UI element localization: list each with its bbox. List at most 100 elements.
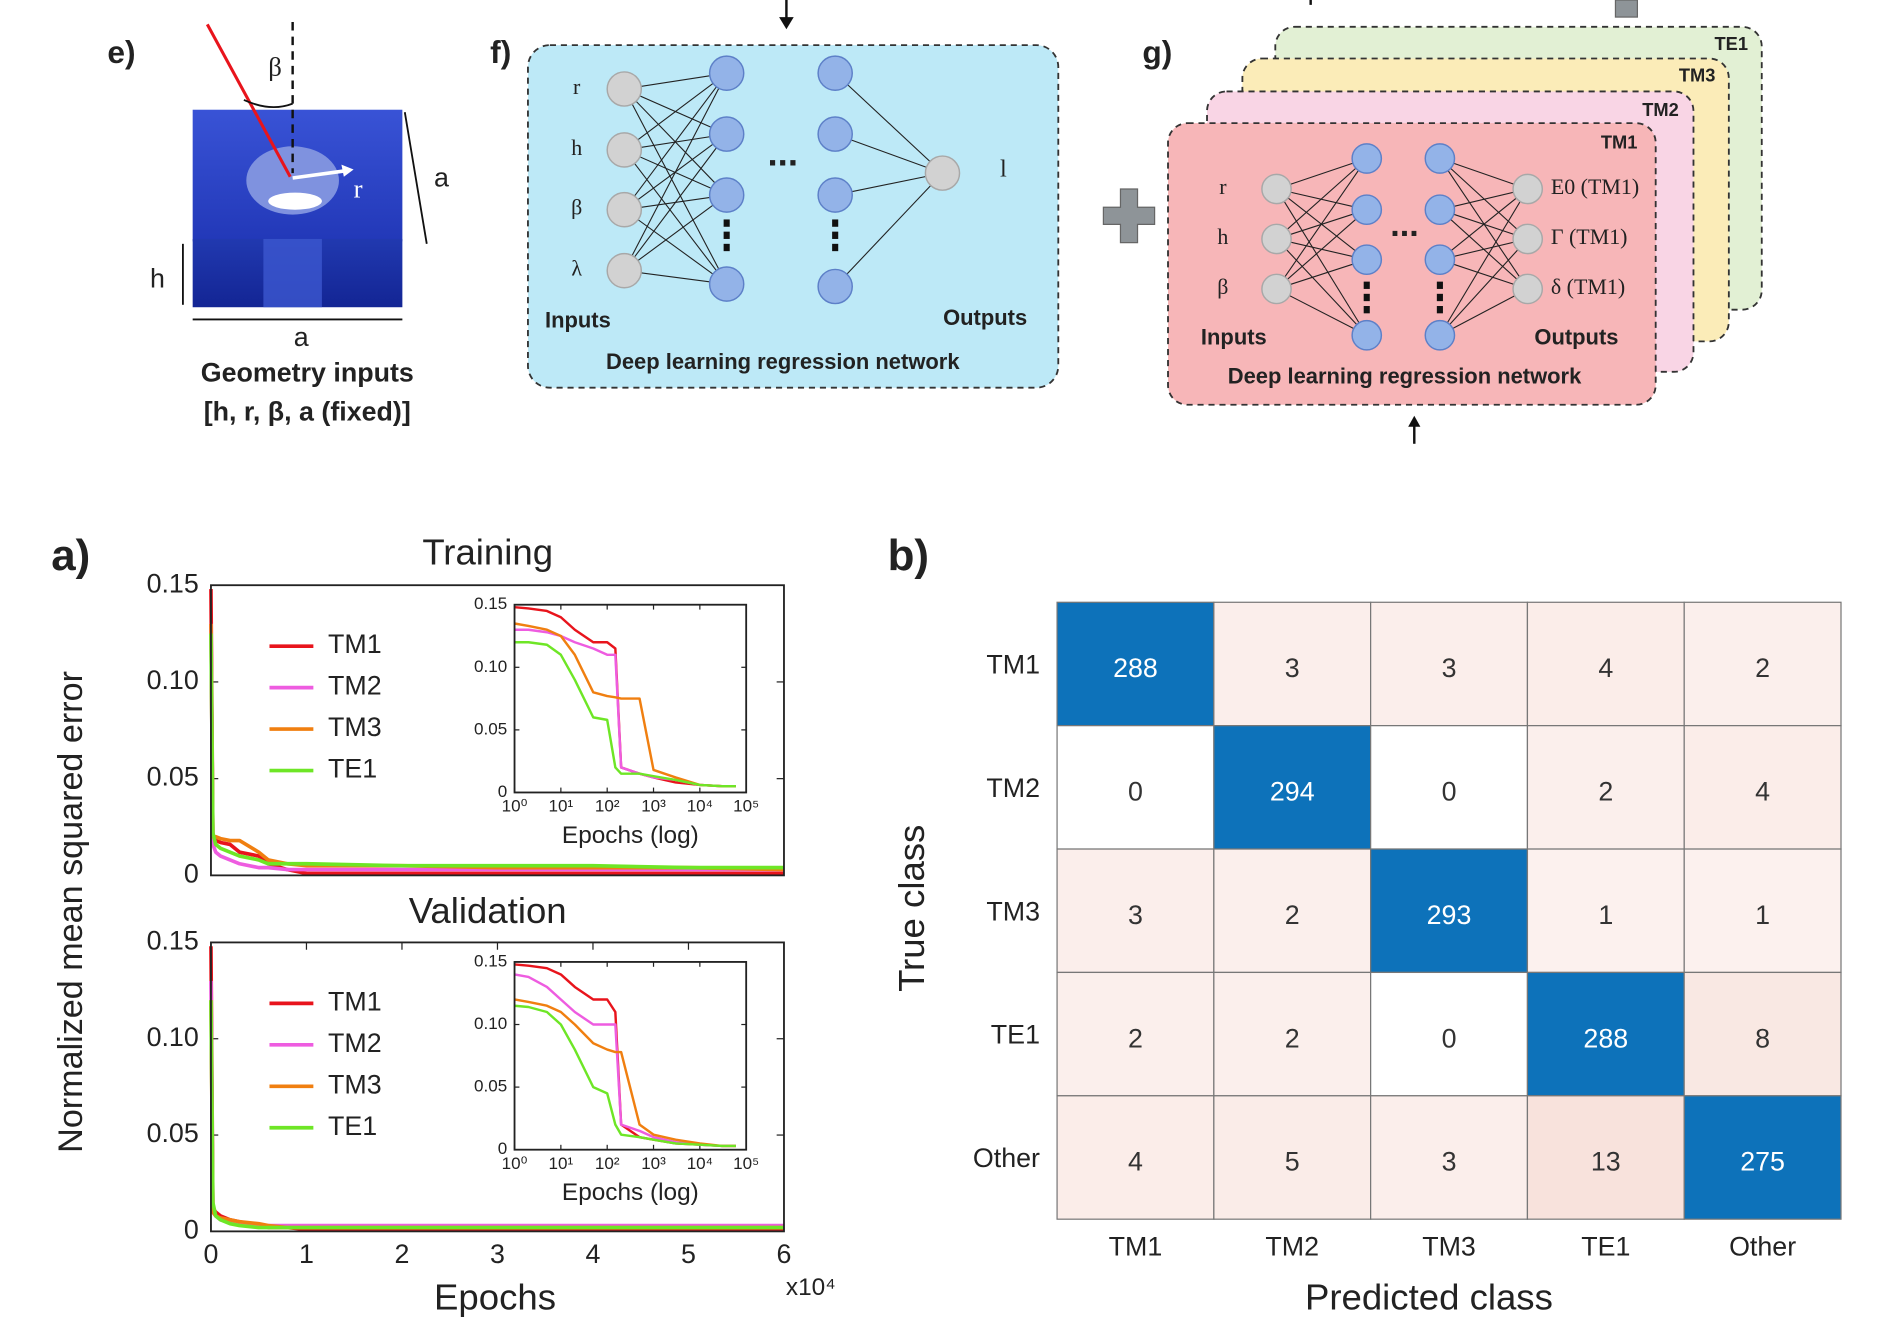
connection <box>623 209 727 285</box>
connection <box>623 72 728 211</box>
cell <box>1370 725 1529 850</box>
series-line <box>209 633 784 870</box>
angle-symbol: β <box>268 52 282 82</box>
y-tick-label: TE1 <box>991 1020 1040 1050</box>
cell <box>1683 725 1842 850</box>
connection <box>1276 158 1368 290</box>
node <box>1261 223 1292 255</box>
cell <box>1213 971 1372 1097</box>
incident-ray <box>205 23 292 178</box>
y-tick-label: 0 <box>184 858 199 888</box>
node <box>1424 244 1456 276</box>
cell-label: 3 <box>1128 900 1143 930</box>
node <box>1424 143 1456 174</box>
caption: [h, r, β, a (fixed)] <box>204 396 411 426</box>
x-tick-label: 10¹ <box>549 1154 574 1173</box>
cell <box>1683 1095 1842 1220</box>
output-label: E0 (TM1) <box>1551 174 1639 199</box>
x-tick-label: 6 <box>777 1239 792 1269</box>
cell-label: 8 <box>1755 1023 1770 1053</box>
node <box>1351 244 1383 276</box>
ellipsis-dot <box>832 243 839 252</box>
connection <box>1276 157 1367 190</box>
cell-label: 3 <box>1285 653 1300 683</box>
node <box>708 55 745 91</box>
x-tick-label: 10⁴ <box>687 1154 713 1173</box>
cell <box>1056 601 1215 727</box>
ellipsis-dot <box>723 219 730 227</box>
connection <box>1439 238 1529 336</box>
charts: 0 0.05 0.10 0.15 Training Normalized mean squ… <box>51 531 1842 1317</box>
series-line <box>209 623 785 872</box>
ellipsis-dot <box>832 231 839 239</box>
side-arrow <box>403 112 428 244</box>
x-tick-label: 10² <box>595 1154 620 1173</box>
y-tick-label: 0.15 <box>474 951 507 970</box>
radius-arrowhead <box>341 164 354 177</box>
cell-label: 1 <box>1755 900 1770 930</box>
connection <box>835 172 943 196</box>
node <box>708 116 745 152</box>
node <box>606 191 643 228</box>
ellipsis-dot <box>723 243 730 252</box>
x-tick-label: 1 <box>299 1239 314 1269</box>
cell <box>1526 1095 1685 1220</box>
arrow-stub <box>1614 0 1639 18</box>
x-tick-label: 5 <box>681 1239 696 1269</box>
y-tick-label: 0.15 <box>147 926 199 956</box>
series-line <box>514 998 736 1148</box>
panel-label: e) <box>107 34 135 70</box>
x-tick-label: 10⁴ <box>687 797 713 816</box>
cell <box>1683 601 1842 727</box>
y-tick-label: 0.05 <box>147 762 199 792</box>
y-tick-label: TM3 <box>986 896 1040 926</box>
outputs-title: Outputs <box>943 305 1027 330</box>
node <box>817 268 853 305</box>
input-label: r <box>1219 174 1227 199</box>
cell-label: 4 <box>1755 777 1770 807</box>
connection <box>1276 188 1368 336</box>
chart-title: Training <box>422 531 553 572</box>
y-tick-label: 0.05 <box>147 1118 199 1148</box>
cell <box>1370 971 1529 1097</box>
x-tick-label: TM1 <box>1109 1232 1163 1262</box>
radius-symbol: r <box>354 174 363 204</box>
legend-label: TM2 <box>328 671 382 701</box>
connection <box>623 72 728 151</box>
cell <box>1213 725 1372 850</box>
x-multiplier: x10⁴ <box>786 1274 836 1301</box>
cell <box>1056 725 1215 850</box>
plot-frame <box>210 941 785 1233</box>
node <box>1424 194 1456 226</box>
connection <box>623 194 727 272</box>
x-tick-label: TM3 <box>1422 1232 1476 1262</box>
card-label: TM3 <box>1679 65 1716 86</box>
cell <box>1370 1095 1529 1220</box>
node <box>1351 194 1383 226</box>
caption: Geometry inputs <box>201 357 414 387</box>
connection <box>1439 158 1529 240</box>
panel-e: e) β r a h a Geometry inputs [h, r, β, a… <box>107 21 449 426</box>
y-tick-label: 0.10 <box>474 1014 507 1033</box>
connection <box>1276 209 1368 290</box>
input-label: λ <box>571 256 582 281</box>
x-tick-label: 10⁰ <box>502 1154 528 1173</box>
ellipsis-dot <box>1436 281 1443 289</box>
y-tick-label: TM2 <box>986 773 1040 803</box>
connection <box>623 88 728 285</box>
y-tick-label: 0 <box>498 1139 507 1158</box>
input-label: h <box>1217 224 1228 249</box>
connection <box>1439 157 1528 190</box>
y-tick-label: 0 <box>498 782 507 801</box>
node <box>817 55 853 91</box>
cell <box>1056 971 1215 1097</box>
y-axis-label: True class <box>891 825 932 992</box>
legend-label: TM2 <box>328 1028 382 1058</box>
cell-label: 293 <box>1427 900 1472 930</box>
y-tick-label: 0.05 <box>474 719 507 738</box>
connection <box>623 72 728 271</box>
connection <box>834 72 943 174</box>
arrowhead <box>1408 415 1421 427</box>
